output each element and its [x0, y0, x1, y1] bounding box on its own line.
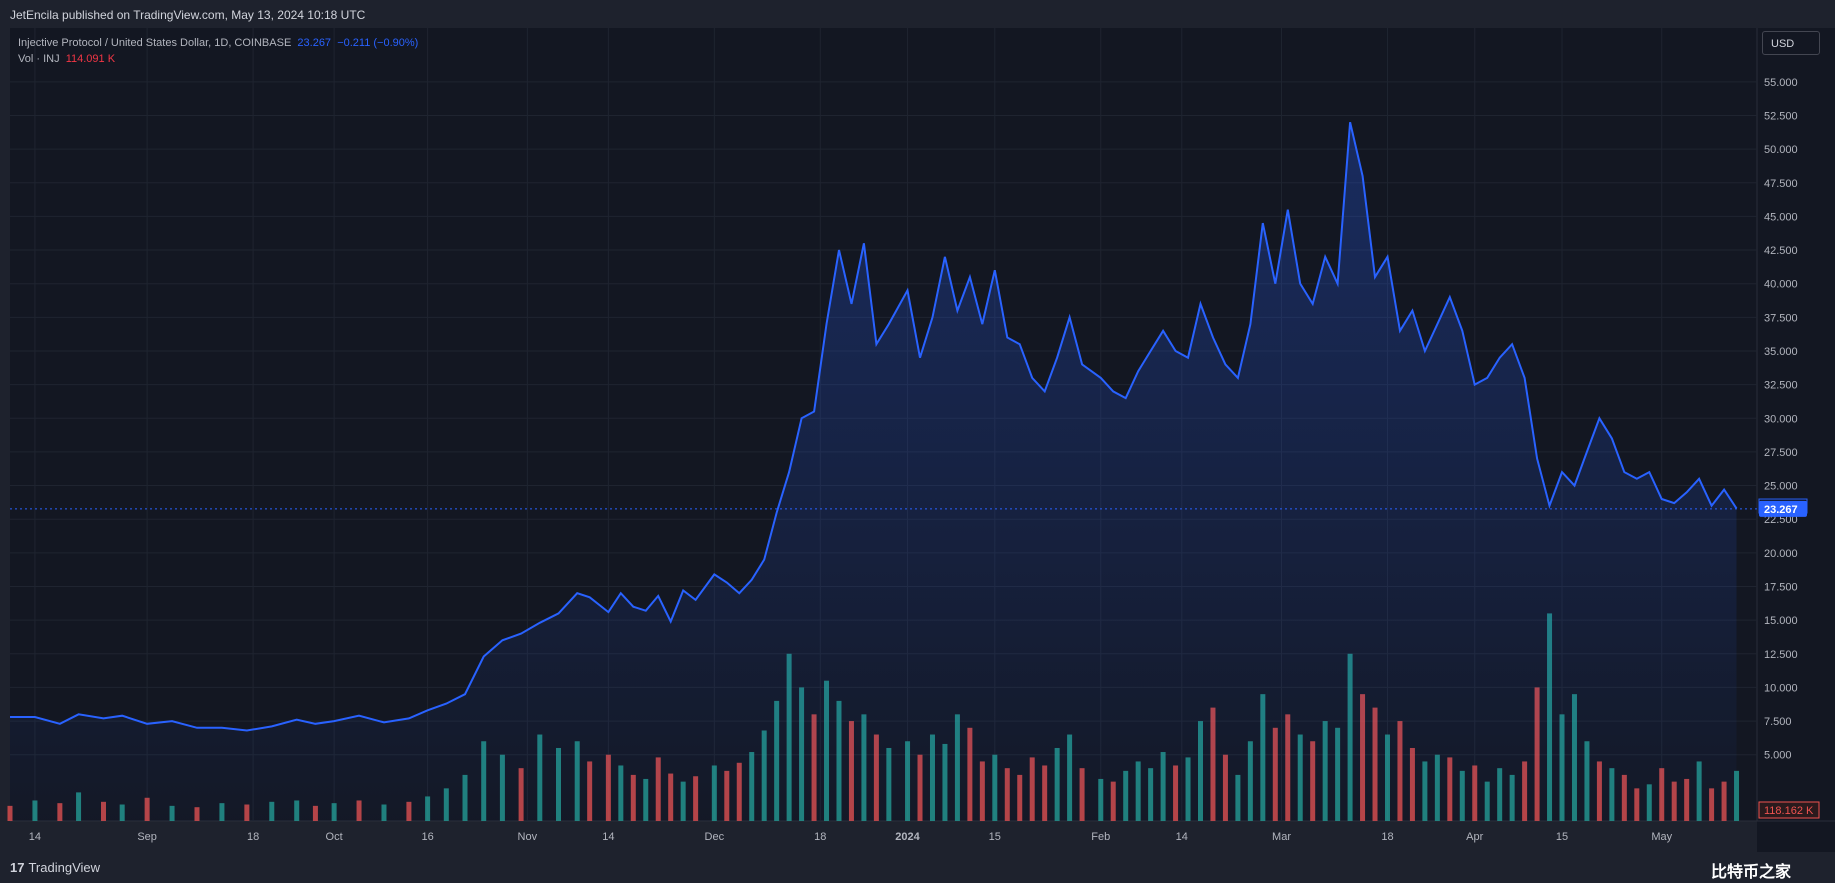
tradingview-logo-icon: 17: [10, 860, 25, 875]
x-tick-label: 16: [421, 831, 433, 843]
x-tick-label: 18: [247, 831, 259, 843]
currency-button[interactable]: USD: [1762, 31, 1820, 55]
y-tick-label: 17.500: [1764, 581, 1798, 593]
legend-vol-value: 114.091 K: [65, 53, 116, 65]
watermark: 比特币之家: [1710, 864, 1791, 881]
y-tick-label: 37.500: [1764, 312, 1798, 324]
y-tick-label: 55.000: [1764, 77, 1798, 89]
x-tick-label: Apr: [1466, 831, 1483, 843]
x-tick-label: 15: [989, 831, 1001, 843]
x-tick-label: 15: [1556, 831, 1568, 843]
legend-price: 23.267: [297, 37, 332, 49]
legend-symbol[interactable]: Injective Protocol / United States Dolla…: [18, 37, 292, 49]
tradingview-brand: TradingView: [28, 860, 101, 875]
y-tick-label: 10.000: [1764, 682, 1798, 694]
publish-text: JetEncila published on TradingView.com, …: [10, 8, 366, 22]
x-tick-label: Oct: [326, 831, 343, 843]
volume-bar[interactable]: [1734, 770, 1740, 821]
current-price-label: 23.267: [1764, 504, 1798, 516]
publish-header: JetEncila published on TradingView.com, …: [0, 0, 1835, 28]
y-tick-label: 32.500: [1764, 380, 1798, 392]
y-tick-label: 7.500: [1764, 716, 1792, 728]
legend-volume-row: Vol · INJ 114.091 K: [18, 51, 418, 67]
y-tick-label: 20.000: [1764, 548, 1798, 560]
x-tick-label: Dec: [705, 831, 725, 843]
tradingview-logo[interactable]: 17 TradingView: [10, 860, 100, 875]
current-price-tag: [1759, 500, 1807, 517]
price-scale-background[interactable]: [1757, 28, 1835, 852]
y-tick-label: 45.000: [1764, 211, 1798, 223]
legend-change: −0.211 (−0.90%): [337, 37, 419, 49]
x-tick-label: May: [1651, 831, 1672, 843]
legend-symbol-row: Injective Protocol / United States Dolla…: [18, 35, 418, 51]
x-tick-label: 18: [814, 831, 826, 843]
x-tick-label: Feb: [1091, 831, 1110, 843]
y-tick-label: 25.000: [1764, 481, 1798, 493]
x-tick-label: 14: [602, 831, 614, 843]
y-tick-label: 30.000: [1764, 413, 1798, 425]
y-tick-label: 5.000: [1764, 750, 1792, 762]
y-tick-label: 50.000: [1764, 144, 1798, 156]
y-tick-label: 52.500: [1764, 110, 1798, 122]
x-tick-label: 18: [1381, 831, 1393, 843]
x-tick-label: 2024: [895, 831, 920, 843]
y-tick-label: 15.000: [1764, 615, 1798, 627]
x-tick-label: Nov: [518, 831, 538, 843]
x-tick-label: Sep: [137, 831, 157, 843]
volume-label: 118.162 K: [1764, 805, 1814, 817]
y-tick-label: 35.000: [1764, 346, 1798, 358]
legend-vol-label[interactable]: Vol · INJ: [18, 53, 60, 65]
x-tick-label: Mar: [1272, 831, 1291, 843]
price-area-fill: [10, 122, 1737, 821]
x-tick-label: 14: [29, 831, 41, 843]
y-tick-label: 22.500: [1764, 514, 1798, 526]
price-line[interactable]: [10, 121, 1738, 732]
y-tick-label: 47.500: [1764, 178, 1798, 190]
price-chart[interactable]: 5.000 7.500 10.000 12.500 15.000 17.500 20.000…: [0, 28, 1835, 852]
volume-tag: [1758, 801, 1820, 819]
x-tick-label: 14: [1176, 831, 1188, 843]
y-tick-label: 27.500: [1764, 447, 1798, 459]
y-tick-label: 42.500: [1764, 245, 1798, 257]
y-tick-label: 12.500: [1764, 649, 1798, 661]
y-tick-label: 40.000: [1764, 279, 1798, 291]
chart-legend: Injective Protocol / United States Dolla…: [18, 35, 418, 67]
footer: 17 TradingView 比特币之家: [0, 852, 1835, 883]
